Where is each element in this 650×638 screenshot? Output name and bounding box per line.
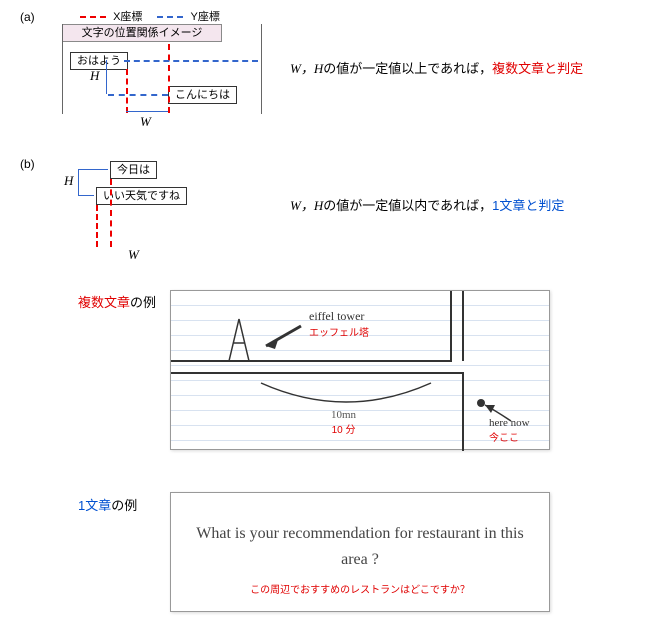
dash-x1	[126, 69, 128, 113]
dash-y2	[108, 94, 168, 96]
word-konnichiwa: こんにちは	[168, 86, 237, 104]
dash-y1	[124, 60, 258, 62]
legend-x-dash	[80, 16, 106, 18]
h-bracket	[106, 60, 107, 94]
label-w-b: W	[128, 247, 139, 263]
h-top-b	[78, 169, 108, 170]
desc-b-wh: W，H	[290, 198, 323, 213]
eiffel-labels: eiffel tower エッフェル塔	[309, 309, 369, 339]
desc-a-wh: W，H	[290, 61, 323, 76]
section-b-label: (b)	[20, 157, 35, 171]
w-bracket	[126, 111, 168, 112]
example1-label-suffix: の例	[130, 295, 156, 310]
desc-a-em: 複数文章と判定	[492, 61, 583, 76]
eiffel-en: eiffel tower	[309, 309, 369, 324]
label-h-a: H	[90, 68, 99, 84]
desc-b-em: 1文章と判定	[492, 198, 564, 213]
section-a: (a) X座標 Y座標 文字の位置関係イメージ おはよう こんにちは H W W…	[20, 8, 630, 138]
example1-label: 複数文章の例	[78, 292, 156, 311]
herenow-labels: here now 今ここ	[489, 417, 530, 444]
desc-b: W，Hの値が一定値以内であれば，1文章と判定	[290, 195, 564, 214]
here-en: here now	[489, 417, 530, 429]
tenmin-labels: 10mn 10 分	[331, 409, 356, 436]
legend-y-dash	[157, 16, 183, 18]
example2-label: 1文章の例	[78, 495, 137, 514]
desc-a-text: の値が一定値以上であれば，	[323, 61, 492, 76]
desc-b-text: の値が一定値以内であれば，	[323, 198, 492, 213]
example2-card: What is your recommendation for restaura…	[170, 492, 550, 612]
legend-x-text: X座標	[113, 11, 142, 23]
label-w-a: W	[140, 114, 151, 130]
legend-y-text: Y座標	[191, 11, 220, 23]
dash-x2	[168, 44, 170, 113]
example2-jp: この周辺でおすすめのレストランはどこですか？	[193, 581, 527, 596]
example1-label-em: 複数文章	[78, 295, 130, 310]
example1-card: eiffel tower エッフェル塔 10mn 10 分 here now 今…	[170, 290, 550, 450]
example2-label-suffix: の例	[111, 498, 137, 513]
here-jp: 今ここ	[489, 429, 530, 444]
label-h-b: H	[64, 173, 73, 189]
dash-xb2	[96, 205, 98, 247]
desc-a: W，Hの値が一定値以上であれば，複数文章と判定	[290, 58, 583, 77]
h-bot-b	[78, 195, 94, 196]
section-b: (b) 今日は いい天気ですね H W W，Hの値が一定値以内であれば，1文章と…	[20, 155, 630, 275]
ten-en: 10mn	[331, 409, 356, 421]
example2-label-em: 1文章	[78, 498, 111, 513]
dash-xb1	[110, 179, 112, 247]
legend: X座標 Y座標	[80, 8, 220, 24]
eiffel-jp: エッフェル塔	[309, 324, 369, 339]
h-bracket-b	[78, 169, 79, 195]
example2-en: What is your recommendation for restaura…	[193, 521, 527, 573]
ten-jp: 10 分	[331, 421, 356, 436]
section-a-label: (a)	[20, 10, 35, 24]
word-kyouwa: 今日は	[110, 161, 157, 179]
